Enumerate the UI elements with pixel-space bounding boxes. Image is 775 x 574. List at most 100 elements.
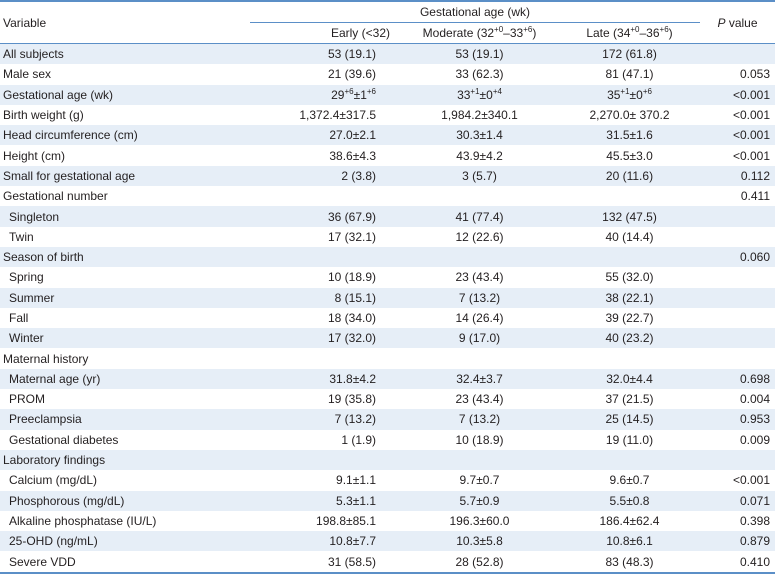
- cell-late: 37 (21.5): [559, 389, 700, 410]
- table-row: Severe VDD 31 (58.5) 28 (52.8) 83 (48.3) 0.4…: [0, 551, 775, 573]
- cell-p-value: 0.004: [700, 389, 775, 410]
- cell-moderate: 33+1±0+4: [400, 84, 559, 105]
- table-row: Winter 17 (32.0) 9 (17.0) 40 (23.2): [0, 328, 775, 349]
- cell-early: [250, 246, 400, 268]
- cell-moderate: 33 (62.3): [400, 64, 559, 85]
- cell-late: 172 (61.8): [559, 43, 700, 65]
- row-label: Season of birth: [0, 246, 250, 268]
- cell-early: 27.0±2.1: [250, 125, 400, 146]
- table-row: Fall 18 (34.0) 14 (26.4) 39 (22.7): [0, 307, 775, 329]
- cell-early: 5.3±1.1: [250, 490, 400, 511]
- cell-early: 1,372.4±317.5: [250, 104, 400, 126]
- cell-late: 186.4±62.4: [559, 510, 700, 532]
- cell-moderate: 23 (43.4): [400, 267, 559, 288]
- row-label: PROM: [0, 389, 250, 410]
- cell-moderate: 10 (18.9): [400, 429, 559, 450]
- row-label: Small for gestational age: [0, 165, 250, 187]
- table-row: Twin 17 (32.1) 12 (22.6) 40 (14.4): [0, 226, 775, 247]
- cell-moderate: 41 (77.4): [400, 206, 559, 227]
- table-row: Height (cm) 38.6±4.3 43.9±4.2 45.5±3.0 <0.00…: [0, 145, 775, 166]
- cell-early: 10 (18.9): [250, 267, 400, 288]
- row-label: Winter: [0, 328, 250, 349]
- cell-late: [559, 348, 700, 369]
- table-row: Preeclampsia 7 (13.2) 7 (13.2) 25 (14.5) 0.9…: [0, 409, 775, 430]
- header-gestational-age: Gestational age (wk): [250, 1, 700, 23]
- table-row: Head circumference (cm) 27.0±2.1 30.3±1.4 3…: [0, 125, 775, 146]
- table-row: Season of birth 0.060: [0, 246, 775, 268]
- cell-moderate: 23 (43.4): [400, 389, 559, 410]
- cell-p-value: 0.009: [700, 429, 775, 450]
- cell-late: 39 (22.7): [559, 307, 700, 329]
- cell-p-value: 0.953: [700, 409, 775, 430]
- cell-p-value: [700, 307, 775, 329]
- cell-early: 9.1±1.1: [250, 470, 400, 491]
- cell-early: 19 (35.8): [250, 389, 400, 410]
- row-label: Laboratory findings: [0, 449, 250, 471]
- table-row: Gestational diabetes 1 (1.9) 10 (18.9) 19 (…: [0, 429, 775, 450]
- cell-moderate: [400, 246, 559, 268]
- table-row: Birth weight (g) 1,372.4±317.5 1,984.2±340…: [0, 104, 775, 126]
- cell-moderate: 30.3±1.4: [400, 125, 559, 146]
- cell-moderate: 7 (13.2): [400, 409, 559, 430]
- cell-p-value: [700, 206, 775, 227]
- cell-late: 40 (23.2): [559, 328, 700, 349]
- row-label: Alkaline phosphatase (IU/L): [0, 510, 250, 532]
- cell-early: 8 (15.1): [250, 287, 400, 308]
- cell-early: 31.8±4.2: [250, 368, 400, 390]
- row-label: All subjects: [0, 43, 250, 65]
- cell-late: 55 (32.0): [559, 267, 700, 288]
- row-label: Height (cm): [0, 145, 250, 166]
- cell-p-value: [700, 226, 775, 247]
- cell-early: 36 (67.9): [250, 206, 400, 227]
- table-row: Singleton 36 (67.9) 41 (77.4) 132 (47.5): [0, 206, 775, 227]
- cell-moderate: [400, 186, 559, 207]
- cell-moderate: 32.4±3.7: [400, 368, 559, 390]
- cell-late: [559, 186, 700, 207]
- cell-late: [559, 246, 700, 268]
- cell-late: 132 (47.5): [559, 206, 700, 227]
- row-label: Spring: [0, 267, 250, 288]
- cell-late: 10.8±6.1: [559, 531, 700, 552]
- cell-early: 17 (32.1): [250, 226, 400, 247]
- cell-early: 18 (34.0): [250, 307, 400, 329]
- cell-moderate: 14 (26.4): [400, 307, 559, 329]
- cell-early: 53 (19.1): [250, 43, 400, 65]
- row-label: Gestational diabetes: [0, 429, 250, 450]
- cell-p-value: [700, 449, 775, 471]
- cell-late: 9.6±0.7: [559, 470, 700, 491]
- table-row: Spring 10 (18.9) 23 (43.4) 55 (32.0): [0, 267, 775, 288]
- row-label: Birth weight (g): [0, 104, 250, 126]
- cell-moderate: 43.9±4.2: [400, 145, 559, 166]
- cell-moderate: 3 (5.7): [400, 165, 559, 187]
- row-label: Head circumference (cm): [0, 125, 250, 146]
- row-label: Calcium (mg/dL): [0, 470, 250, 491]
- row-label: Singleton: [0, 206, 250, 227]
- cell-late: 35+1±0+6: [559, 84, 700, 105]
- table-header: Variable Gestational age (wk) P value Ea…: [0, 1, 775, 44]
- cell-moderate: 1,984.2±340.1: [400, 104, 559, 126]
- cell-p-value: [700, 348, 775, 369]
- cell-moderate: 53 (19.1): [400, 43, 559, 65]
- row-label: Gestational age (wk): [0, 84, 250, 105]
- cell-early: 1 (1.9): [250, 429, 400, 450]
- cell-moderate: 196.3±60.0: [400, 510, 559, 532]
- cell-moderate: 7 (13.2): [400, 287, 559, 308]
- cell-p-value: 0.071: [700, 490, 775, 511]
- cell-p-value: 0.410: [700, 551, 775, 573]
- table-row: Summer 8 (15.1) 7 (13.2) 38 (22.1): [0, 287, 775, 308]
- cell-late: 20 (11.6): [559, 165, 700, 187]
- cell-early: 17 (32.0): [250, 328, 400, 349]
- cell-p-value: 0.060: [700, 246, 775, 268]
- table-row: Gestational age (wk) 29+6±1+6 33+1±0+4 35+1…: [0, 84, 775, 105]
- row-label: Twin: [0, 226, 250, 247]
- cell-early: [250, 449, 400, 471]
- cell-p-value: 0.411: [700, 186, 775, 207]
- header-early: Early (<32): [250, 22, 400, 44]
- cell-late: 45.5±3.0: [559, 145, 700, 166]
- cell-moderate: 9 (17.0): [400, 328, 559, 349]
- cell-late: 2,270.0± 370.2: [559, 104, 700, 126]
- table-row: Laboratory findings: [0, 449, 775, 471]
- cell-early: [250, 186, 400, 207]
